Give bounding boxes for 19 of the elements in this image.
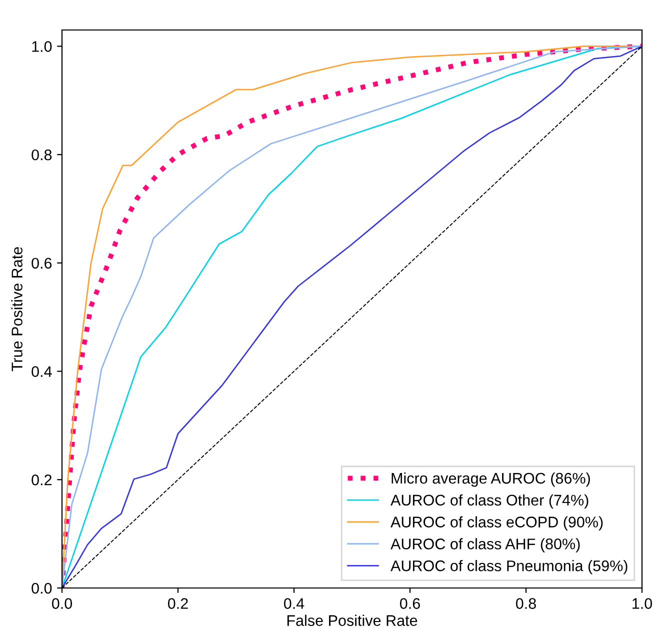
legend-label: AUROC of class AHF (80%)	[390, 538, 580, 552]
y-tick-label: 0.6	[32, 258, 52, 269]
y-tick-label: 0.8	[32, 149, 52, 160]
y-tick-label: 0.0	[32, 582, 52, 594]
y-tick-label: 0.2	[32, 474, 52, 486]
x-tick-label: 0.6	[400, 598, 420, 609]
x-tick-label: 0.2	[168, 598, 188, 609]
y-tick-label: 0.4	[32, 366, 52, 377]
y-axis-title: True Positive Rate	[11, 247, 22, 372]
x-tick-label: 0.8	[516, 598, 536, 609]
legend-label: AUROC of class Pneumonia (59%)	[390, 560, 628, 574]
x-axis-title: False Positive Rate	[287, 614, 418, 626]
legend-label: Micro average AUROC (86%)	[392, 472, 590, 487]
legend-label: AUROC of class eCOPD (90%)	[390, 516, 603, 530]
x-tick-label: 0.0	[52, 598, 72, 609]
x-tick-label: 1.0	[632, 598, 652, 609]
x-tick-label: 0.4	[284, 598, 304, 609]
legend-label: AUROC of class Other (74%)	[390, 494, 588, 509]
y-tick-label: 1.0	[32, 41, 52, 52]
